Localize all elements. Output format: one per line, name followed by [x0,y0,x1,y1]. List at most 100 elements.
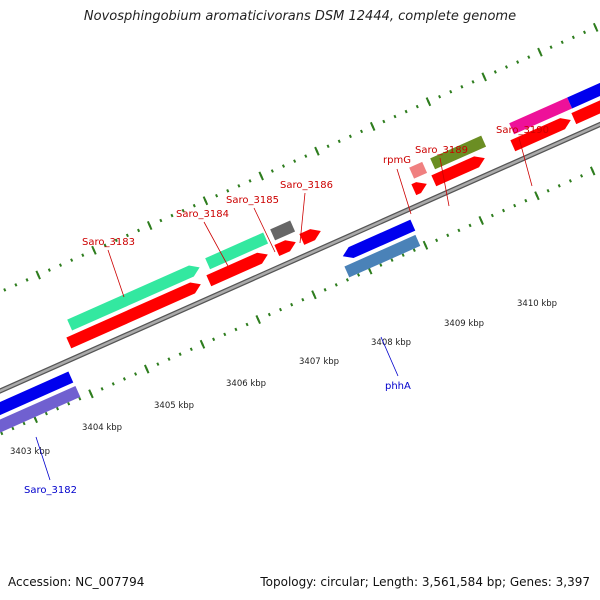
lower-tick [334,283,338,287]
upper-tick [125,233,129,238]
upper-tick [159,218,163,223]
lower-tick [524,198,528,203]
gene-saro-3183 [67,265,200,331]
lower-tick [111,382,115,386]
cds-forward-5 [431,156,485,187]
leader-line [396,168,412,215]
upper-tick [293,159,297,163]
lower-tick [546,188,550,193]
lower-tick [290,302,294,307]
upper-tick [460,85,464,89]
gene-label[interactable]: Saro_3190 [496,125,549,136]
upper-tick-major [425,97,432,107]
upper-tick [504,65,509,69]
upper-tick [527,55,531,59]
lower-tick [56,406,60,411]
lower-tick [468,223,472,228]
upper-tick [114,238,118,243]
kbp-label: 3405 kbp [154,401,194,411]
cds-forward-6 [510,118,571,152]
upper-tick [70,258,74,262]
cds-reverse-1 [342,219,416,259]
upper-tick [226,189,230,193]
gene-label[interactable]: Saro_3182 [24,485,77,496]
gene-saro-3185 [270,220,296,241]
gene-saro-3190 [509,97,573,135]
gene-label[interactable]: Saro_3183 [82,237,135,248]
gene-saro-3184 [205,232,269,270]
lower-tick-major [422,240,429,250]
leader-line [380,336,399,377]
lower-tick [22,421,26,426]
upper-tick [560,40,564,45]
gene-label[interactable]: Saro_3189 [415,145,468,156]
lower-tick [557,184,561,188]
cds-forward-4 [411,182,427,196]
upper-tick [326,144,330,149]
lower-tick [212,337,216,342]
lower-tick [167,357,171,361]
upper-tick-major [481,72,487,82]
gene-label[interactable]: rpmG [383,155,411,166]
accession-text: Accession: NC_007794 [8,575,145,589]
lower-tick-major [143,364,150,374]
gene-label[interactable]: phhA [385,381,411,392]
upper-tick [248,179,252,183]
lower-tick [67,401,71,406]
kbp-label: 3406 kbp [226,379,266,389]
lower-tick [234,327,238,332]
lower-tick [401,253,405,257]
cds-reverse-0 [0,371,74,416]
gene-label[interactable]: Saro_3185 [226,195,279,206]
upper-tick-major [258,171,264,181]
gene-rpmg [409,161,428,179]
upper-tick [493,70,497,74]
gene-saro-3189 [430,135,487,170]
cds-forward-1 [206,252,268,287]
upper-tick [393,114,397,119]
lower-tick [223,332,227,337]
lower-tick [301,297,305,302]
upper-tick-major [537,47,543,57]
lower-tick [390,258,394,262]
upper-tick [549,45,553,49]
upper-tick [337,139,341,144]
map-title: Novosphingobium aromaticivorans DSM 1244… [83,9,517,24]
upper-tick [270,169,274,173]
leader-line [35,436,51,481]
upper-tick-major [592,22,599,32]
upper-tick [348,134,352,139]
upper-tick-major [202,196,209,206]
lower-tick-major [311,290,317,300]
lower-tick [379,263,383,267]
upper-tick [103,243,107,248]
lower-tick [0,431,4,436]
gene-label[interactable]: Saro_3186 [280,180,333,191]
lower-tick [267,312,271,317]
upper-tick [438,94,442,99]
cds-forward-0 [66,282,201,349]
gene-label[interactable]: Saro_3184 [176,209,229,220]
lower-tick [435,238,439,243]
lower-tick [156,362,160,366]
lower-tick-major [534,191,540,201]
backbone-line [0,123,600,393]
lower-tick [178,352,182,356]
upper-tick [449,89,453,94]
leader-line [439,157,450,207]
lower-tick [568,179,572,183]
upper-tick [516,60,520,64]
kbp-label: 3409 kbp [444,319,484,329]
lower-tick [357,273,361,277]
kbp-label: 3408 kbp [371,338,411,348]
upper-tick [471,80,475,84]
upper-tick [137,228,141,233]
lower-tick [189,347,193,352]
lower-tick [78,396,82,401]
upper-tick [215,193,219,198]
upper-tick [304,154,308,158]
upper-tick [404,109,408,114]
upper-tick-major [369,121,376,131]
leader-line [107,249,125,298]
